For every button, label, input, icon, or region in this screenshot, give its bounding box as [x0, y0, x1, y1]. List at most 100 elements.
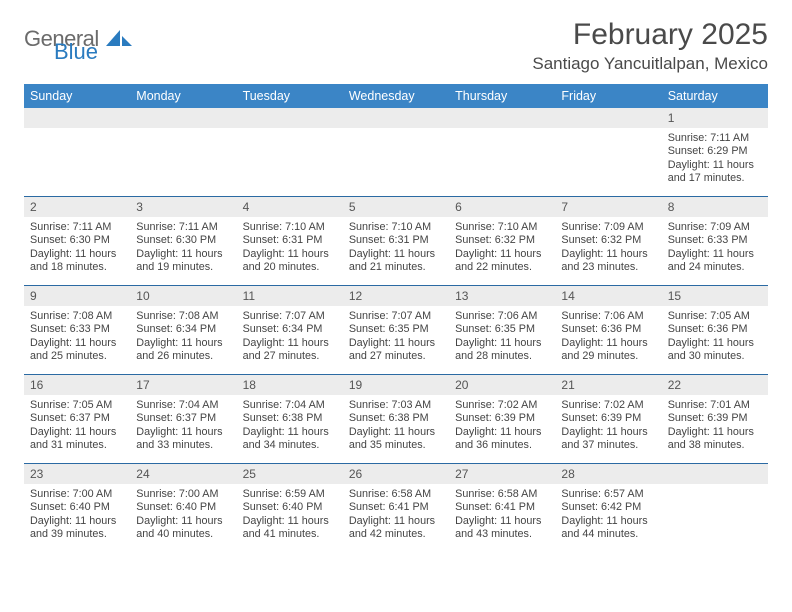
- day-info-line: Daylight: 11 hours and 33 minutes.: [136, 426, 230, 453]
- day-cell: Sunrise: 6:58 AMSunset: 6:41 PMDaylight:…: [343, 484, 449, 552]
- weekday-header: Sunday: [24, 84, 130, 108]
- day-cell: Sunrise: 7:08 AMSunset: 6:34 PMDaylight:…: [130, 306, 236, 374]
- calendar-week: 16171819202122Sunrise: 7:05 AMSunset: 6:…: [24, 375, 768, 464]
- day-cell: Sunrise: 7:02 AMSunset: 6:39 PMDaylight:…: [449, 395, 555, 463]
- day-info-line: Sunrise: 7:03 AM: [349, 399, 443, 412]
- day-number: [662, 464, 768, 484]
- day-info-line: Sunset: 6:36 PM: [561, 323, 655, 336]
- day-number: 8: [662, 197, 768, 217]
- day-number: 13: [449, 286, 555, 306]
- day-info-line: Sunrise: 7:10 AM: [455, 221, 549, 234]
- day-cell: Sunrise: 7:05 AMSunset: 6:37 PMDaylight:…: [24, 395, 130, 463]
- day-info-line: Daylight: 11 hours and 25 minutes.: [30, 337, 124, 364]
- day-number: 20: [449, 375, 555, 395]
- day-info-line: Daylight: 11 hours and 27 minutes.: [243, 337, 337, 364]
- day-info-line: Daylight: 11 hours and 27 minutes.: [349, 337, 443, 364]
- day-number: [24, 108, 130, 128]
- day-info-line: Sunset: 6:33 PM: [668, 234, 762, 247]
- day-info-line: Sunset: 6:39 PM: [668, 412, 762, 425]
- day-info-line: Sunset: 6:34 PM: [136, 323, 230, 336]
- day-info-line: Sunset: 6:31 PM: [349, 234, 443, 247]
- day-cell: Sunrise: 7:08 AMSunset: 6:33 PMDaylight:…: [24, 306, 130, 374]
- day-info-line: Sunset: 6:41 PM: [349, 501, 443, 514]
- day-info-line: Daylight: 11 hours and 39 minutes.: [30, 515, 124, 542]
- day-number: 25: [237, 464, 343, 484]
- day-cell: Sunrise: 7:00 AMSunset: 6:40 PMDaylight:…: [24, 484, 130, 552]
- day-cell: Sunrise: 7:07 AMSunset: 6:34 PMDaylight:…: [237, 306, 343, 374]
- day-number: 19: [343, 375, 449, 395]
- day-info-line: Sunset: 6:40 PM: [243, 501, 337, 514]
- day-body-row: Sunrise: 7:11 AMSunset: 6:29 PMDaylight:…: [24, 128, 768, 196]
- day-info-line: Sunset: 6:41 PM: [455, 501, 549, 514]
- day-cell: Sunrise: 7:10 AMSunset: 6:31 PMDaylight:…: [237, 217, 343, 285]
- day-info-line: Sunset: 6:35 PM: [349, 323, 443, 336]
- day-cell: Sunrise: 7:06 AMSunset: 6:36 PMDaylight:…: [555, 306, 661, 374]
- day-cell: Sunrise: 7:11 AMSunset: 6:29 PMDaylight:…: [662, 128, 768, 196]
- day-info-line: Daylight: 11 hours and 29 minutes.: [561, 337, 655, 364]
- day-info-line: Sunrise: 7:02 AM: [561, 399, 655, 412]
- day-cell: Sunrise: 7:10 AMSunset: 6:32 PMDaylight:…: [449, 217, 555, 285]
- calendar-week: 2345678 Sunrise: 7:11 AM Sunset: 6:30 PM Da…: [24, 197, 768, 286]
- day-number: 4: [237, 197, 343, 217]
- day-cell: [662, 484, 768, 552]
- day-info-line: Sunrise: 7:02 AM: [455, 399, 549, 412]
- day-cell: Sunrise: 7:06 AMSunset: 6:35 PMDaylight:…: [449, 306, 555, 374]
- day-info-line: Sunrise: 7:00 AM: [136, 488, 230, 501]
- day-cell: Sunrise: 7:01 AMSunset: 6:39 PMDaylight:…: [662, 395, 768, 463]
- day-info-line: Daylight: 11 hours and 22 minutes.: [455, 248, 549, 275]
- day-cell: [130, 128, 236, 196]
- day-info-line: Daylight: 11 hours and 24 minutes.: [668, 248, 762, 275]
- day-cell: [237, 128, 343, 196]
- day-number: [237, 108, 343, 128]
- weekday-header: Monday: [130, 84, 236, 108]
- day-number-row: 9101112131415: [24, 286, 768, 306]
- day-number-row: 2345678: [24, 197, 768, 217]
- day-info-line: Sunset: 6:38 PM: [349, 412, 443, 425]
- day-cell: Sunrise: 7:09 AMSunset: 6:32 PMDaylight:…: [555, 217, 661, 285]
- day-number: [449, 108, 555, 128]
- day-info-line: Daylight: 11 hours and 34 minutes.: [243, 426, 337, 453]
- weekday-header: Tuesday: [237, 84, 343, 108]
- day-info-line: Sunset: 6:36 PM: [668, 323, 762, 336]
- day-cell: Sunrise: 7:07 AMSunset: 6:35 PMDaylight:…: [343, 306, 449, 374]
- day-cell: Sunrise: 7:10 AMSunset: 6:31 PMDaylight:…: [343, 217, 449, 285]
- day-info-line: Sunset: 6:39 PM: [561, 412, 655, 425]
- day-cell: Sunrise: 7:02 AMSunset: 6:39 PMDaylight:…: [555, 395, 661, 463]
- day-number: [555, 108, 661, 128]
- weekday-header: Thursday: [449, 84, 555, 108]
- day-number-row: 16171819202122: [24, 375, 768, 395]
- day-info-line: Sunset: 6:37 PM: [136, 412, 230, 425]
- day-info-line: Sunrise: 7:11 AM: [668, 132, 762, 145]
- day-info-line: Daylight: 11 hours and 20 minutes.: [243, 248, 337, 275]
- day-number: [130, 108, 236, 128]
- day-info-line: Daylight: 11 hours and 26 minutes.: [136, 337, 230, 364]
- weekday-header: Friday: [555, 84, 661, 108]
- day-number: 15: [662, 286, 768, 306]
- day-info-line: Sunrise: 7:09 AM: [668, 221, 762, 234]
- day-info-line: Sunset: 6:30 PM: [30, 234, 124, 247]
- day-cell: Sunrise: 6:57 AMSunset: 6:42 PMDaylight:…: [555, 484, 661, 552]
- day-info-line: Sunset: 6:32 PM: [455, 234, 549, 247]
- day-info-line: Sunset: 6:37 PM: [30, 412, 124, 425]
- day-number: 6: [449, 197, 555, 217]
- calendar-body: 1Sunrise: 7:11 AMSunset: 6:29 PMDaylight…: [24, 108, 768, 552]
- day-info-line: Sunrise: 6:59 AM: [243, 488, 337, 501]
- day-info-line: Daylight: 11 hours and 35 minutes.: [349, 426, 443, 453]
- day-info-line: Daylight: 11 hours and 37 minutes.: [561, 426, 655, 453]
- day-info-line: Daylight: 11 hours and 40 minutes.: [136, 515, 230, 542]
- day-cell: Sunrise: 6:59 AMSunset: 6:40 PMDaylight:…: [237, 484, 343, 552]
- header: General Blue February 2025 Santiago Yanc…: [24, 18, 768, 74]
- day-info-line: Sunset: 6:38 PM: [243, 412, 337, 425]
- day-info-line: Sunrise: 7:11 AM: [136, 221, 230, 234]
- day-cell: Sunrise: 7:05 AMSunset: 6:36 PMDaylight:…: [662, 306, 768, 374]
- calendar: SundayMondayTuesdayWednesdayThursdayFrid…: [24, 84, 768, 552]
- day-info-line: Sunset: 6:34 PM: [243, 323, 337, 336]
- day-info-line: Daylight: 11 hours and 30 minutes.: [668, 337, 762, 364]
- month-title: February 2025: [532, 18, 768, 52]
- day-info-line: Sunrise: 7:10 AM: [349, 221, 443, 234]
- day-info-line: Sunset: 6:35 PM: [455, 323, 549, 336]
- day-cell: [343, 128, 449, 196]
- day-info-line: Sunrise: 7:05 AM: [668, 310, 762, 323]
- weekday-header-row: SundayMondayTuesdayWednesdayThursdayFrid…: [24, 84, 768, 108]
- day-cell: Sunrise: 7:09 AMSunset: 6:33 PMDaylight:…: [662, 217, 768, 285]
